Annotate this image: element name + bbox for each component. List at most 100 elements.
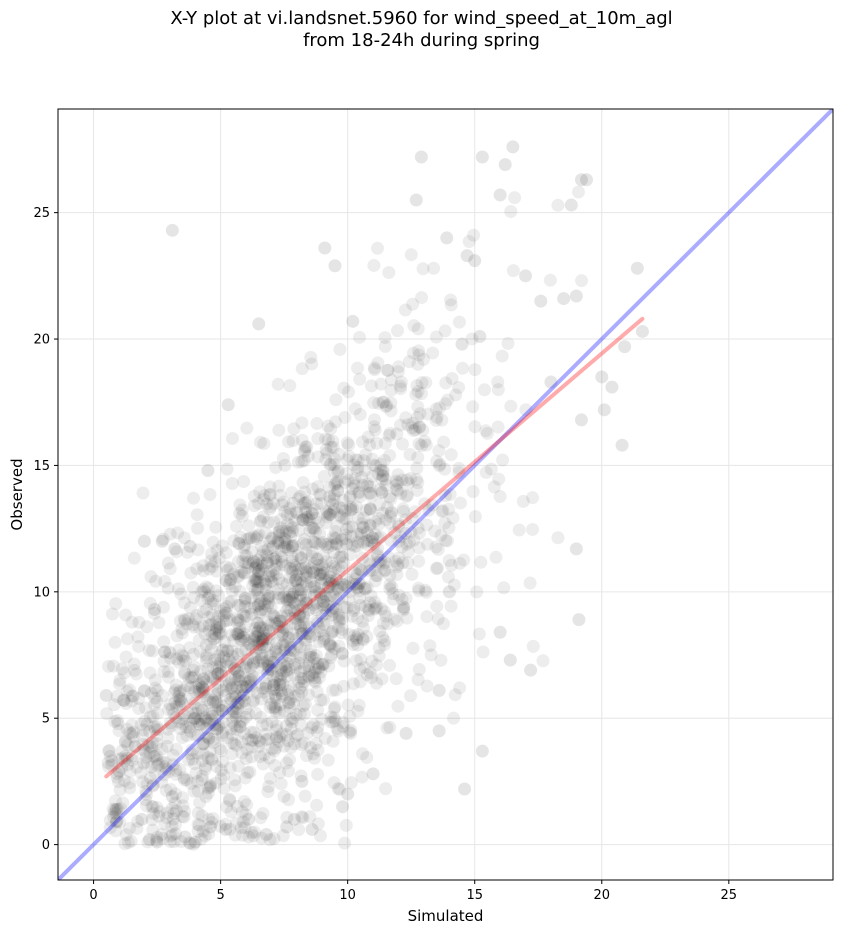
cloud-point — [283, 713, 297, 727]
cloud-point — [309, 511, 323, 525]
cloud-point — [241, 653, 255, 667]
cloud-point — [438, 324, 452, 338]
cloud-point — [404, 472, 418, 486]
cloud-point — [296, 497, 310, 511]
cloud-point — [322, 659, 336, 673]
cloud-point — [373, 557, 387, 571]
cloud-point — [196, 605, 210, 619]
cloud-point — [372, 396, 386, 410]
cloud-point — [356, 632, 370, 646]
cloud-point — [145, 740, 159, 754]
cloud-point — [413, 407, 427, 421]
cloud-point — [336, 550, 350, 564]
cloud-point — [226, 702, 240, 716]
cloud-point — [139, 701, 153, 715]
cloud-point — [281, 517, 295, 531]
cloud-point — [245, 669, 259, 683]
cloud-point — [281, 601, 295, 615]
cloud-point — [350, 539, 364, 553]
cloud-point — [329, 561, 343, 575]
cloud-point — [376, 616, 390, 630]
data-point — [183, 539, 197, 553]
cloud-point — [288, 539, 302, 553]
cloud-point — [411, 400, 425, 414]
cloud-point — [361, 538, 375, 552]
cloud-point — [327, 492, 341, 506]
cloud-point — [392, 588, 406, 602]
cloud-point — [181, 706, 195, 720]
cloud-point — [293, 588, 307, 602]
cloud-point — [412, 584, 426, 598]
cloud-point — [353, 408, 367, 422]
cloud-point — [338, 578, 352, 592]
cloud-point — [196, 703, 210, 717]
cloud-point — [262, 751, 276, 765]
cloud-point — [260, 556, 274, 570]
cloud-point — [363, 596, 377, 610]
cloud-point — [227, 704, 241, 718]
cloud-point — [183, 837, 197, 851]
cloud-point — [274, 661, 288, 675]
cloud-point — [241, 556, 255, 570]
cloud-point — [442, 502, 456, 516]
cloud-point — [394, 382, 408, 396]
cloud-point — [410, 379, 424, 393]
cloud-point — [326, 715, 340, 729]
cloud-point — [188, 711, 202, 725]
cloud-point — [378, 564, 392, 578]
cloud-point — [287, 595, 301, 609]
cloud-point — [354, 652, 368, 666]
cloud-point — [332, 500, 346, 514]
cloud-point — [257, 544, 271, 558]
cloud-point — [257, 574, 271, 588]
cloud-point — [190, 746, 204, 760]
cloud-point — [466, 485, 480, 499]
cloud-point — [351, 611, 365, 625]
cloud-point — [317, 657, 331, 671]
cloud-point — [245, 826, 259, 840]
cloud-point — [239, 702, 253, 716]
cloud-point — [176, 791, 190, 805]
data-point — [432, 683, 446, 697]
cloud-point — [394, 379, 408, 393]
cloud-point — [355, 551, 369, 565]
data-point — [346, 314, 360, 328]
cloud-point — [190, 714, 204, 728]
cloud-point — [113, 783, 127, 797]
cloud-point — [306, 482, 320, 496]
cloud-point — [256, 510, 270, 524]
cloud-point — [371, 531, 385, 545]
cloud-point — [170, 699, 184, 713]
cloud-point — [147, 749, 161, 763]
cloud-point — [266, 670, 280, 684]
cloud-point — [206, 812, 220, 826]
cloud-point — [161, 731, 175, 745]
cloud-point — [315, 565, 329, 579]
cloud-point — [161, 665, 175, 679]
cloud-point — [244, 591, 258, 605]
cloud-point — [508, 191, 522, 205]
cloud-point — [205, 753, 219, 767]
cloud-point — [144, 686, 158, 700]
cloud-point — [187, 669, 201, 683]
cloud-point — [360, 477, 374, 491]
cloud-point — [325, 608, 339, 622]
cloud-point — [278, 505, 292, 519]
cloud-point — [298, 633, 312, 647]
cloud-point — [286, 541, 300, 555]
cloud-point — [250, 572, 264, 586]
cloud-point — [231, 570, 245, 584]
data-point — [524, 663, 538, 677]
cloud-point — [165, 801, 179, 815]
cloud-point — [115, 752, 129, 766]
data-point — [135, 812, 149, 826]
cloud-point — [329, 683, 343, 697]
cloud-point — [299, 501, 313, 515]
cloud-point — [432, 459, 446, 473]
cloud-point — [182, 753, 196, 767]
cloud-point — [293, 650, 307, 664]
cloud-point — [176, 650, 190, 664]
cloud-point — [335, 626, 349, 640]
cloud-point — [223, 761, 237, 775]
cloud-point — [178, 614, 192, 628]
